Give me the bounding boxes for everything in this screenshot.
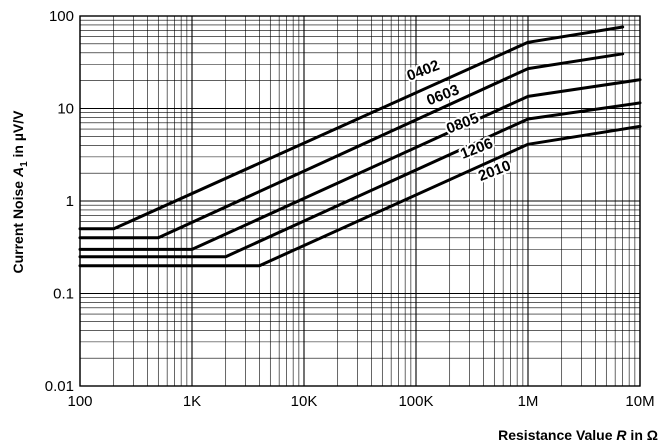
series-line-0805 bbox=[78, 78, 642, 251]
x-tick-label: 100 bbox=[67, 393, 92, 410]
y-tick-label: 0.1 bbox=[53, 286, 74, 303]
y-axis-label: Current Noise A1 in µV/V bbox=[10, 110, 30, 274]
x-tick-label: 10K bbox=[291, 393, 318, 410]
y-tick-label: 10 bbox=[57, 101, 74, 118]
tick-labels: 100 1K 10K 100K 1M 10M 0.01 0.1 1 10 100 bbox=[45, 8, 655, 410]
series-line-0402 bbox=[78, 25, 625, 231]
series-line-2010 bbox=[78, 124, 642, 268]
series-lines bbox=[78, 25, 642, 268]
x-tick-label: 10M bbox=[625, 393, 654, 410]
y-tick-label: 1 bbox=[66, 193, 74, 210]
x-tick-label: 100K bbox=[398, 393, 433, 410]
series-line-0603 bbox=[78, 52, 625, 240]
y-tick-label: 100 bbox=[49, 8, 74, 25]
series-line-1206 bbox=[78, 101, 642, 259]
series-label-1206: 1206 bbox=[458, 135, 495, 163]
plot-frame bbox=[79, 15, 641, 387]
x-tick-label: 1M bbox=[518, 393, 539, 410]
grid bbox=[79, 15, 641, 387]
x-axis-label: Resistance Value R in Ω bbox=[498, 427, 658, 443]
x-tick-label: 1K bbox=[183, 393, 201, 410]
y-tick-label: 0.01 bbox=[45, 378, 74, 395]
